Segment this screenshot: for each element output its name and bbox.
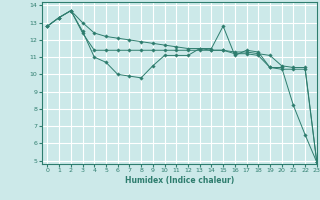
X-axis label: Humidex (Indice chaleur): Humidex (Indice chaleur) <box>124 176 234 185</box>
